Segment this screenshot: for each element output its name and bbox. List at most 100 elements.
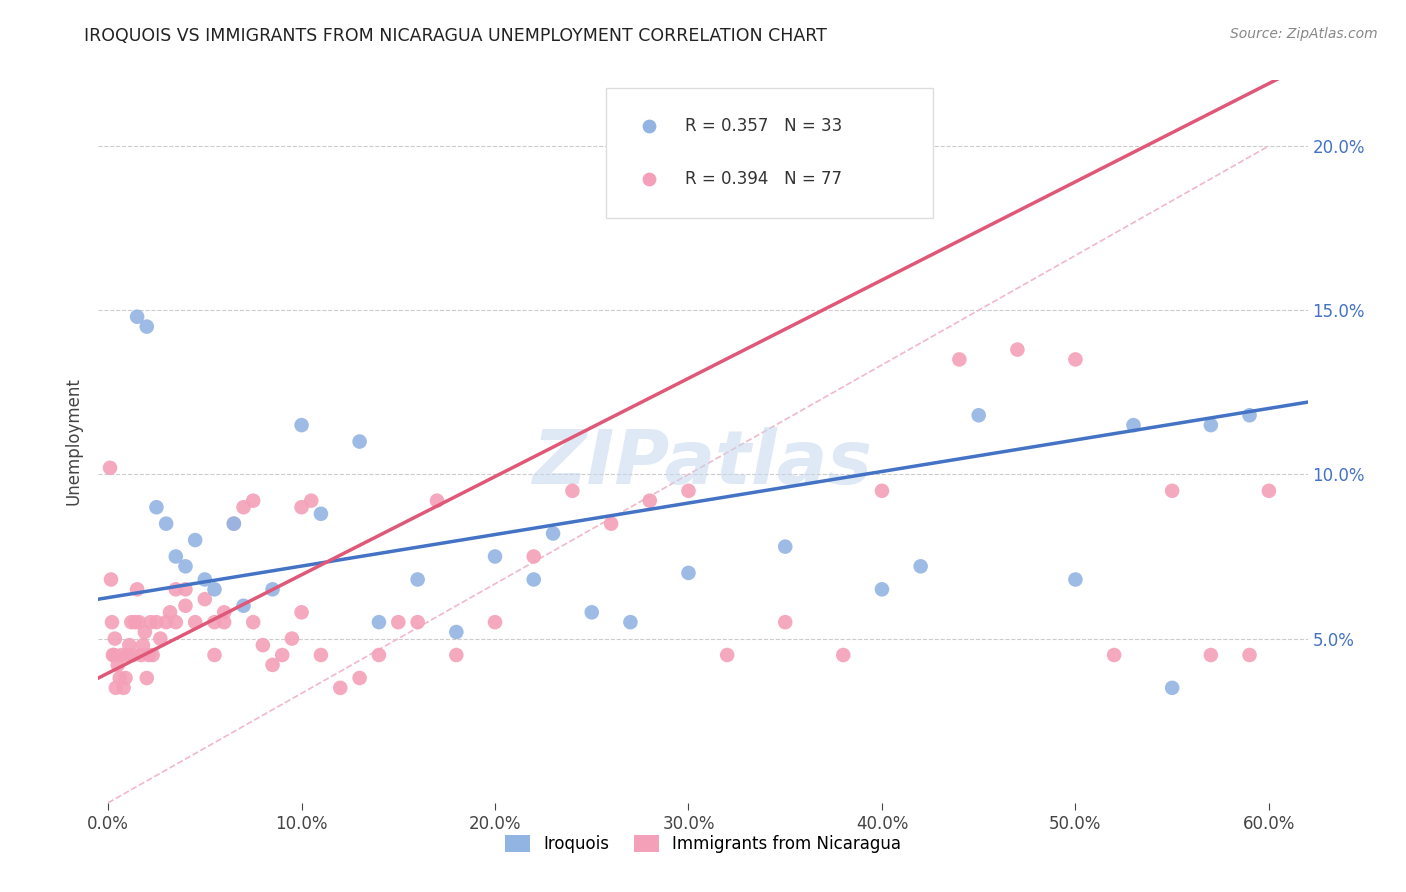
- Point: [1161, 483, 1184, 498]
- Point: [104, 681, 127, 695]
- Point: [600, 516, 623, 531]
- Point: [349, 434, 371, 449]
- Point: [329, 681, 352, 695]
- Point: [232, 599, 254, 613]
- Point: [484, 549, 506, 564]
- Point: [870, 483, 893, 498]
- Point: [134, 625, 156, 640]
- Point: [252, 638, 274, 652]
- Point: [114, 671, 136, 685]
- FancyBboxPatch shape: [606, 87, 932, 218]
- Point: [541, 526, 564, 541]
- Text: IROQUOIS VS IMMIGRANTS FROM NICARAGUA UNEMPLOYMENT CORRELATION CHART: IROQUOIS VS IMMIGRANTS FROM NICARAGUA UN…: [84, 27, 827, 45]
- Point: [242, 493, 264, 508]
- Point: [309, 507, 332, 521]
- Point: [122, 648, 145, 662]
- Point: [1239, 409, 1261, 423]
- Point: [1239, 648, 1261, 662]
- Point: [523, 573, 546, 587]
- Point: [678, 566, 700, 580]
- Point: [561, 483, 583, 498]
- Point: [638, 493, 661, 508]
- Point: [194, 573, 217, 587]
- Point: [117, 648, 139, 662]
- Point: [174, 582, 197, 597]
- Point: [174, 559, 197, 574]
- Point: [1199, 418, 1222, 433]
- Point: [1122, 418, 1144, 433]
- Point: [262, 582, 284, 597]
- Point: [619, 615, 641, 630]
- Point: [678, 483, 700, 498]
- Point: [1007, 343, 1029, 357]
- Point: [132, 638, 155, 652]
- Point: [1161, 681, 1184, 695]
- Point: [204, 648, 226, 662]
- Point: [103, 648, 125, 662]
- Point: [832, 648, 855, 662]
- Point: [194, 592, 217, 607]
- Point: [155, 516, 177, 531]
- Point: [145, 500, 167, 515]
- Legend: Iroquois, Immigrants from Nicaragua: Iroquois, Immigrants from Nicaragua: [498, 828, 908, 860]
- Point: [716, 648, 738, 662]
- Point: [368, 648, 391, 662]
- Point: [581, 605, 603, 619]
- Point: [299, 493, 322, 508]
- Point: [165, 582, 187, 597]
- Point: [1257, 483, 1279, 498]
- Point: [112, 681, 135, 695]
- Point: [101, 615, 124, 630]
- Point: [204, 615, 226, 630]
- Point: [1064, 352, 1087, 367]
- Point: [127, 582, 149, 597]
- Point: [128, 615, 150, 630]
- Point: [1102, 648, 1125, 662]
- Point: [446, 625, 468, 640]
- Point: [149, 632, 172, 646]
- Point: [138, 648, 160, 662]
- Point: [212, 605, 235, 619]
- Point: [406, 615, 429, 630]
- Text: ZIPatlas: ZIPatlas: [533, 426, 873, 500]
- Point: [271, 648, 294, 662]
- Point: [145, 615, 167, 630]
- Point: [101, 648, 124, 662]
- Point: [104, 632, 127, 646]
- Text: R = 0.357   N = 33: R = 0.357 N = 33: [685, 117, 842, 135]
- Y-axis label: Unemployment: Unemployment: [65, 377, 83, 506]
- Point: [165, 615, 187, 630]
- Point: [184, 533, 207, 547]
- Point: [155, 615, 177, 630]
- Point: [127, 310, 149, 324]
- Point: [204, 582, 226, 597]
- Point: [135, 319, 157, 334]
- Point: [773, 615, 796, 630]
- Point: [232, 500, 254, 515]
- Point: [139, 615, 162, 630]
- Point: [174, 599, 197, 613]
- Text: R = 0.394   N = 77: R = 0.394 N = 77: [685, 170, 842, 188]
- Point: [1064, 573, 1087, 587]
- Point: [1199, 648, 1222, 662]
- Point: [309, 648, 332, 662]
- Point: [111, 648, 134, 662]
- Point: [290, 605, 312, 619]
- Point: [290, 418, 312, 433]
- Point: [120, 615, 142, 630]
- Point: [290, 500, 312, 515]
- Point: [159, 605, 181, 619]
- Point: [242, 615, 264, 630]
- Point: [98, 460, 121, 475]
- Point: [105, 767, 128, 781]
- Point: [262, 657, 284, 672]
- Point: [222, 516, 245, 531]
- Point: [406, 573, 429, 587]
- Point: [773, 540, 796, 554]
- Point: [107, 657, 129, 672]
- Point: [108, 671, 131, 685]
- Point: [129, 648, 152, 662]
- Point: [118, 638, 141, 652]
- Point: [222, 516, 245, 531]
- Point: [124, 615, 146, 630]
